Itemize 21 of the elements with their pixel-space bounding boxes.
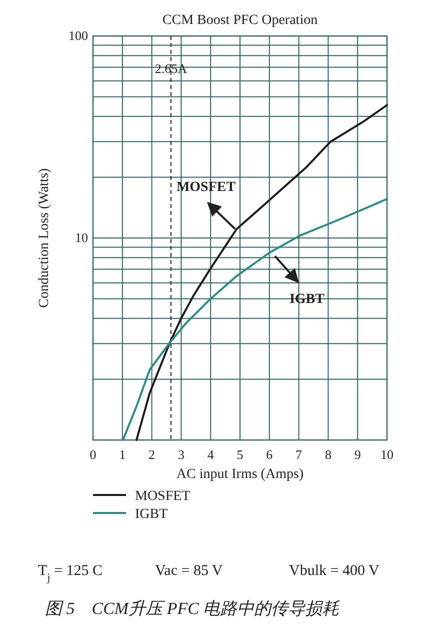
x-tick-label: 6 (266, 447, 274, 462)
text: Vbulk = 400 V (289, 563, 380, 579)
x-tick-label: 10 (380, 447, 394, 462)
text: Vac = 85 V (155, 563, 223, 579)
x-axis-title: AC input Irms (Amps) (176, 467, 304, 482)
text: T$_{j}$ = 125 C (38, 563, 103, 584)
x-tick-label: 5 (236, 447, 244, 462)
x-tick-label: 7 (296, 447, 303, 462)
x-tick-label: 0 (90, 447, 96, 462)
legend-label: MOSFET (135, 489, 191, 504)
x-tick-label: 8 (324, 447, 332, 462)
y-axis-title: Conduction Loss (Watts) (37, 168, 52, 308)
x-tick-label: 4 (207, 447, 214, 462)
x-tick-label: 1 (119, 447, 126, 462)
legend-label: IGBT (135, 507, 168, 522)
caption: 图 5 CCM升压 PFC 电路中的传导损耗 (45, 599, 340, 618)
x-tick-label: 2 (148, 447, 156, 462)
chart-title: CCM Boost PFC Operation (162, 13, 318, 28)
x-tick-label: 3 (178, 447, 184, 462)
x-tick-label: 9 (354, 447, 361, 462)
y-tick-label: 100 (68, 28, 88, 43)
